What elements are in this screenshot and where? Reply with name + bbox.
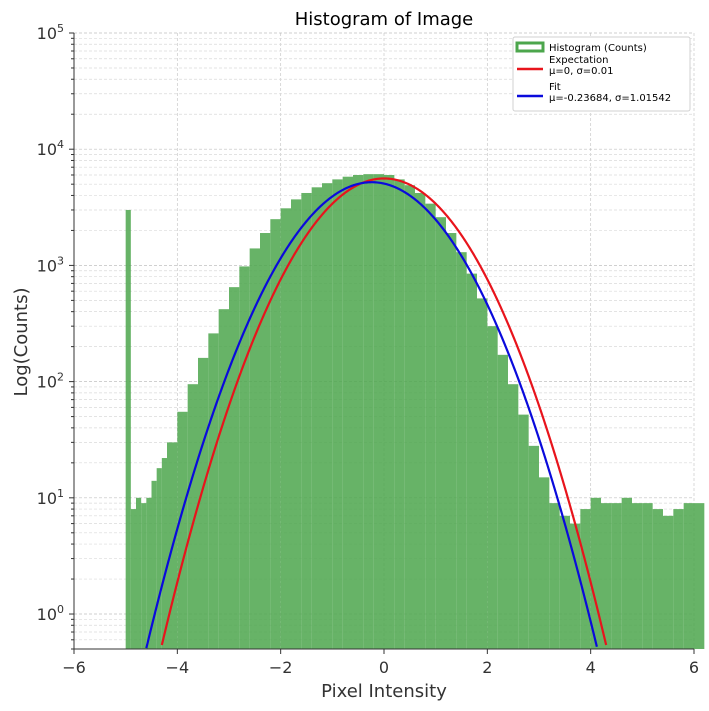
histogram-bar bbox=[559, 515, 570, 649]
histogram-bar bbox=[549, 503, 560, 649]
histogram-bar bbox=[208, 333, 219, 649]
histogram-bar bbox=[177, 411, 188, 649]
y-tick-label: 100 bbox=[37, 603, 64, 624]
y-tick-label: 103 bbox=[37, 254, 64, 275]
x-tick-label: 0 bbox=[379, 658, 389, 677]
histogram-bar bbox=[161, 458, 167, 649]
histogram-bar bbox=[384, 174, 395, 649]
y-tick-label: 105 bbox=[37, 22, 64, 43]
histogram-bar bbox=[229, 287, 240, 649]
legend-label-fit: Fit bbox=[549, 82, 561, 93]
histogram-bar bbox=[508, 384, 519, 649]
histogram-bar bbox=[218, 309, 229, 649]
histogram-bar bbox=[652, 509, 663, 649]
histogram-bar bbox=[642, 503, 653, 649]
histogram-bar bbox=[363, 174, 374, 649]
histogram-bar bbox=[580, 509, 591, 649]
histogram-bar bbox=[590, 497, 601, 649]
histogram-bar bbox=[539, 477, 550, 649]
histogram-bar bbox=[466, 273, 477, 649]
histogram-bar bbox=[291, 199, 302, 650]
x-tick-label: −2 bbox=[269, 658, 293, 677]
histogram-bar bbox=[151, 480, 157, 649]
histogram-bar bbox=[141, 503, 147, 649]
histogram-bar bbox=[694, 503, 705, 649]
histogram-bar bbox=[673, 509, 684, 649]
histogram-bar bbox=[518, 414, 529, 649]
expectation-curve bbox=[160, 177, 608, 646]
histogram-bar bbox=[353, 174, 364, 649]
histogram-bar bbox=[136, 497, 142, 649]
histogram-bar bbox=[198, 357, 209, 649]
histogram-bar bbox=[156, 468, 162, 649]
histogram-bar bbox=[239, 266, 250, 649]
legend-label-fit: μ=-0.23684, σ=1.01542 bbox=[549, 93, 671, 104]
x-tick-label: 2 bbox=[482, 658, 492, 677]
histogram-bar bbox=[497, 354, 508, 649]
fit-curve bbox=[145, 181, 598, 649]
histogram-bar bbox=[332, 179, 343, 649]
y-tick-label: 101 bbox=[37, 487, 64, 508]
axes bbox=[69, 32, 695, 654]
y-tick-label: 102 bbox=[37, 371, 64, 392]
legend-label-histogram: Histogram (Counts) bbox=[549, 43, 647, 54]
histogram-bar bbox=[425, 203, 436, 650]
histogram-bar bbox=[435, 217, 446, 650]
histogram-bar bbox=[270, 219, 281, 649]
histogram-bar bbox=[528, 445, 539, 649]
histogram-bar bbox=[311, 187, 322, 649]
histogram-bar bbox=[663, 515, 674, 649]
histogram-bar bbox=[601, 503, 612, 649]
histogram-bar bbox=[322, 183, 333, 649]
histogram-bar bbox=[415, 192, 426, 649]
histogram-bar bbox=[404, 185, 415, 650]
histogram-bar bbox=[632, 503, 643, 649]
x-tick-label: 6 bbox=[689, 658, 699, 677]
x-tick-label: −6 bbox=[62, 658, 86, 677]
legend-label-expectation: μ=0, σ=0.01 bbox=[549, 66, 613, 77]
histogram-bar bbox=[570, 523, 581, 649]
histogram-bar bbox=[446, 233, 457, 649]
histogram-bar bbox=[130, 509, 136, 649]
x-tick-label: −4 bbox=[166, 658, 190, 677]
histogram-bar bbox=[260, 233, 271, 649]
histogram-bar bbox=[611, 503, 622, 649]
legend-label-expectation: Expectation bbox=[549, 55, 608, 66]
histogram-bar bbox=[187, 384, 198, 649]
histogram-bar bbox=[373, 174, 384, 649]
tick-labels: −6 −4 −2 0 2 4 6 100 101 102 103 104 105 bbox=[37, 22, 699, 677]
histogram-bar bbox=[342, 176, 353, 650]
histogram-bar bbox=[249, 248, 260, 649]
y-tick-label: 104 bbox=[37, 138, 64, 159]
histogram-bar bbox=[301, 192, 312, 649]
histogram-bar bbox=[477, 298, 488, 649]
histogram-bar bbox=[125, 209, 131, 649]
y-axis-label: Log(Counts) bbox=[11, 287, 32, 396]
chart-title: Histogram of Image bbox=[295, 9, 474, 30]
histogram-bar bbox=[456, 252, 467, 650]
legend-swatch-histogram bbox=[515, 41, 545, 53]
histogram-bar bbox=[146, 497, 152, 649]
x-axis-label: Pixel Intensity bbox=[321, 681, 447, 702]
histogram-bar bbox=[487, 326, 498, 649]
legend-box bbox=[512, 36, 691, 112]
histogram-bar bbox=[280, 208, 291, 649]
plot-area bbox=[125, 174, 705, 650]
histogram-bar bbox=[621, 497, 632, 649]
histogram-bar bbox=[683, 503, 694, 649]
x-tick-label: 4 bbox=[586, 658, 596, 677]
histogram-bar bbox=[394, 179, 405, 649]
